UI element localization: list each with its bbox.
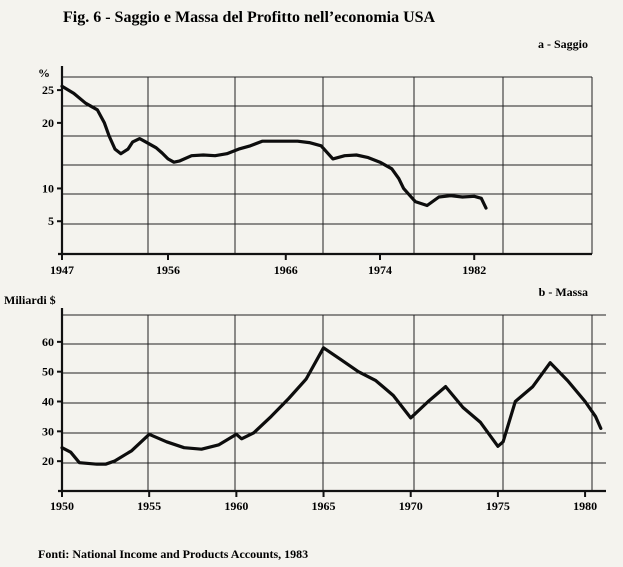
chart-b-x-tick-label: 1970 — [399, 499, 423, 513]
chart-a-y-tick-label: 20 — [42, 116, 54, 130]
chart-b-x-tick-label: 1980 — [573, 499, 597, 513]
chart-a-saggio: a - Saggio % 1947 1956 1966 1974 1982 5 10 20 25 — [38, 37, 593, 277]
chart-a-x-tick-label: 1947 — [50, 263, 74, 277]
chart-b-y-tick-label: 40 — [42, 395, 54, 409]
chart-b-x-tick-label: 1955 — [137, 499, 161, 513]
chart-b-axes — [58, 308, 606, 493]
chart-b-y-tick-label: 50 — [42, 365, 54, 379]
chart-b-y-tick-label: 20 — [42, 454, 54, 468]
chart-a-ylabel: % — [38, 66, 50, 80]
chart-a-x-tick-label: 1966 — [274, 263, 298, 277]
chart-b-y-tick-label: 30 — [42, 424, 54, 438]
chart-b-x-tick-label: 1960 — [224, 499, 248, 513]
chart-b-x-tick-label: 1965 — [312, 499, 336, 513]
chart-a-series — [60, 84, 488, 210]
chart-a-axes — [58, 66, 592, 256]
source-note: Fonti: National Income and Products Acco… — [38, 547, 308, 561]
chart-a-grid — [61, 76, 593, 254]
figure-title: Fig. 6 - Saggio e Massa del Profitto nel… — [63, 9, 436, 26]
chart-b-ylabel: Miliardi $ — [4, 293, 56, 307]
chart-b-series — [60, 346, 603, 466]
chart-a-ticks: 1947 1956 1966 1974 1982 5 10 20 25 — [42, 83, 486, 277]
chart-a-y-tick-label: 25 — [42, 83, 54, 97]
chart-b-x-tick-label: 1950 — [50, 499, 74, 513]
chart-a-series-line — [60, 84, 488, 210]
chart-b-y-tick-label: 60 — [42, 335, 54, 349]
chart-a-subtitle: a - Saggio — [538, 37, 588, 51]
chart-a-y-tick-label: 5 — [48, 214, 54, 228]
chart-b-series-line — [60, 346, 603, 466]
chart-b-ticks: 1950 1955 1960 1965 1970 1975 1980 20 30 40 50 60 — [42, 335, 597, 513]
chart-a-x-tick-label: 1956 — [156, 263, 180, 277]
chart-b-grid — [61, 314, 606, 491]
chart-a-y-tick-label: 10 — [42, 181, 54, 195]
chart-b-massa: b - Massa Miliardi $ 1950 1955 1960 1965 197… — [4, 285, 606, 513]
chart-b-subtitle: b - Massa — [539, 285, 588, 299]
chart-a-x-tick-label: 1982 — [462, 263, 486, 277]
chart-a-x-tick-label: 1974 — [368, 263, 392, 277]
chart-b-x-tick-label: 1975 — [486, 499, 510, 513]
